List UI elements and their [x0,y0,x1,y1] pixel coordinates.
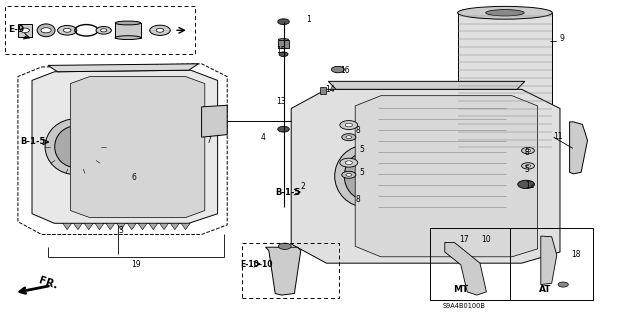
Circle shape [20,28,29,33]
Polygon shape [70,77,205,218]
Ellipse shape [458,149,552,158]
Text: 5: 5 [360,145,365,154]
Polygon shape [355,96,538,257]
Polygon shape [95,223,104,230]
Text: 11: 11 [554,132,563,141]
Bar [278,40,289,48]
Circle shape [41,28,51,33]
Circle shape [58,26,77,35]
Circle shape [346,136,351,138]
Polygon shape [445,242,486,295]
Ellipse shape [486,10,524,16]
Text: 8: 8 [355,195,360,204]
Ellipse shape [115,36,141,40]
Circle shape [100,29,107,32]
Circle shape [525,149,531,152]
Text: AT: AT [539,285,552,294]
Polygon shape [84,223,93,230]
Circle shape [278,19,289,25]
Bar [18,24,32,37]
Text: 10: 10 [481,235,491,244]
Circle shape [345,161,353,165]
Polygon shape [266,247,301,295]
Bar [458,13,552,153]
Ellipse shape [278,39,289,41]
Circle shape [522,147,534,154]
Circle shape [279,52,288,56]
Circle shape [63,28,71,32]
Polygon shape [541,236,557,285]
Text: 19: 19 [131,260,141,269]
Text: E-9: E-9 [8,25,24,34]
Circle shape [340,121,358,130]
Text: B-1-5: B-1-5 [20,137,46,146]
Text: 6: 6 [131,173,136,182]
Polygon shape [138,223,147,230]
Text: 4: 4 [261,133,266,142]
Text: 5: 5 [525,165,530,174]
Ellipse shape [335,145,397,207]
Circle shape [522,163,534,169]
Text: 16: 16 [340,66,350,75]
Text: 8: 8 [525,148,529,157]
Text: B-1-5: B-1-5 [275,188,301,197]
Polygon shape [74,223,83,230]
Ellipse shape [344,152,388,200]
Bar [430,228,593,300]
Circle shape [150,25,170,35]
Text: MT: MT [453,285,468,294]
Ellipse shape [115,21,141,25]
Circle shape [332,66,344,73]
Circle shape [558,282,568,287]
Text: 1: 1 [306,15,310,24]
Circle shape [345,123,353,127]
Polygon shape [106,223,115,230]
Text: 12: 12 [525,181,534,190]
Polygon shape [63,223,72,230]
Circle shape [278,126,289,132]
Polygon shape [159,223,168,230]
Text: 18: 18 [571,250,580,259]
Text: 2: 2 [301,182,305,191]
Text: E-10-10: E-10-10 [240,260,273,269]
Ellipse shape [45,119,106,174]
Polygon shape [48,64,198,72]
Circle shape [525,165,531,167]
Text: 9: 9 [560,34,565,43]
Circle shape [156,28,164,32]
Polygon shape [181,223,190,230]
Polygon shape [291,89,560,263]
Polygon shape [170,223,179,230]
Ellipse shape [55,126,96,167]
Polygon shape [32,70,218,223]
Polygon shape [202,105,227,137]
Text: 17: 17 [460,235,469,244]
Circle shape [96,26,111,34]
Circle shape [342,171,356,178]
Bar [115,23,141,38]
Text: S9A4B0100B: S9A4B0100B [443,303,486,308]
Circle shape [342,134,356,141]
Text: 13: 13 [276,97,286,106]
Polygon shape [570,122,588,174]
Ellipse shape [458,6,552,19]
Text: 8: 8 [355,126,360,135]
Polygon shape [149,223,158,230]
Text: 15: 15 [276,46,286,55]
Circle shape [346,174,351,176]
Circle shape [278,243,291,249]
Ellipse shape [37,24,55,37]
Text: 7: 7 [206,137,211,145]
Text: 14: 14 [325,85,335,94]
Bar [320,87,326,94]
Text: FR.: FR. [37,276,59,291]
Circle shape [340,158,358,167]
Polygon shape [328,81,525,89]
Polygon shape [127,223,136,230]
Circle shape [518,180,534,189]
Text: 5: 5 [360,168,365,177]
Text: 3: 3 [118,226,124,235]
Polygon shape [116,223,125,230]
